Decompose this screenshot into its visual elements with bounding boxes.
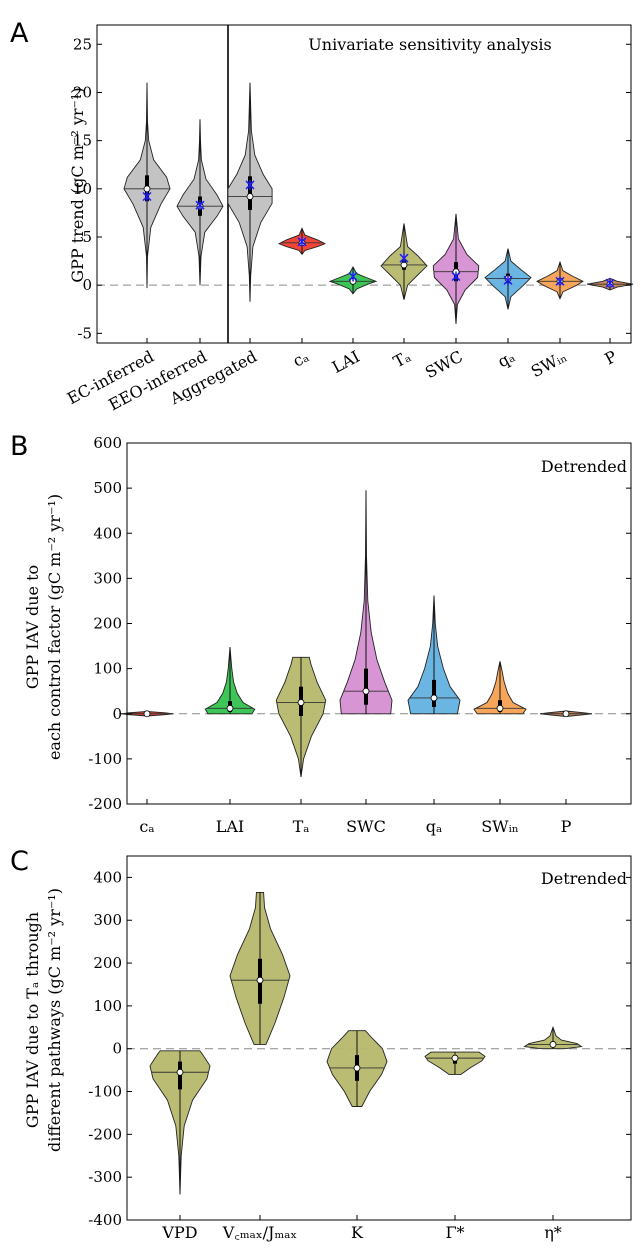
panel-a-y-tick-label-4: 15 bbox=[73, 132, 92, 150]
panel-b-y-tick-label-8: 600 bbox=[93, 434, 122, 452]
panel-a-y-tick-label-2: 5 bbox=[82, 228, 92, 246]
panel-a-median-dot-cat0 bbox=[143, 185, 151, 193]
panel-c-y-tick-label-4: 0 bbox=[112, 1040, 122, 1058]
panel-a-y-tick-label-5: 20 bbox=[73, 83, 92, 101]
panel-b-y-tick-label-3: 100 bbox=[93, 660, 122, 678]
panel-c-median-dot-cat3 bbox=[451, 1054, 459, 1062]
panel-a-marker-5 bbox=[399, 253, 409, 264]
panel-a-marker-3 bbox=[297, 236, 307, 247]
panel-b-median-dot-cat4 bbox=[430, 694, 438, 702]
panel-a-marker-8 bbox=[555, 276, 565, 287]
panel-b-annotation: Detrended bbox=[541, 457, 627, 476]
panel-c-y-tick-label-1: -300 bbox=[88, 1168, 122, 1186]
panel-b-median-dot-cat1 bbox=[226, 704, 234, 712]
panel-a-plot-frame bbox=[96, 24, 632, 344]
panel-b-median-dot-cat2 bbox=[297, 699, 305, 706]
panel-b-y-tick-label-1: -100 bbox=[88, 750, 122, 768]
panel-a-median-dot-cat2 bbox=[246, 193, 254, 200]
panel-b-median-dot-cat0 bbox=[143, 710, 151, 718]
panel-b-x-tick-label-0: cₐ bbox=[139, 817, 154, 836]
panel-c-median-dot-cat0 bbox=[176, 1068, 184, 1076]
panel-c-x-tick-label-2: K bbox=[351, 1223, 364, 1242]
panel-a-x-tick-label-7: qₐ bbox=[494, 347, 517, 371]
panel-a-x-tick-label-4: LAI bbox=[329, 347, 363, 377]
panel-c-median-dot-cat2 bbox=[353, 1064, 361, 1072]
panel-c-y-tick-label-5: 100 bbox=[93, 997, 122, 1015]
panel-a-x-tick-label-8: SWᵢₙ bbox=[528, 347, 570, 381]
panel-a-marker-7 bbox=[503, 275, 513, 286]
panel-c-annotation: Detrended bbox=[541, 869, 627, 888]
panel-a-x-tick-label-3: cₐ bbox=[290, 347, 312, 371]
panel-a-marker-4 bbox=[348, 271, 358, 282]
panel-letter-c: C bbox=[10, 846, 29, 877]
panel-b-y-tick-label-0: -200 bbox=[88, 795, 122, 813]
panel-b-x-tick-label-3: SWC bbox=[346, 817, 386, 836]
panel-b: Detrended GPP IAV due to each control fa… bbox=[23, 434, 632, 836]
panel-b-median-dot-cat5 bbox=[496, 704, 504, 712]
panel-b-y-axis-label-line1: GPP IAV due to bbox=[23, 565, 42, 689]
panel-a-marker-1 bbox=[195, 200, 205, 211]
panel-b-y-tick-label-7: 500 bbox=[93, 479, 122, 497]
panel-c-plot-frame bbox=[126, 855, 632, 1221]
panel-c-x-tick-label-4: η* bbox=[544, 1223, 562, 1242]
panel-a-marker-9 bbox=[605, 278, 615, 289]
panel-b-y-axis-label-line2: each control factor (gC m⁻² yr⁻¹) bbox=[45, 494, 64, 760]
panel-b-x-tick-label-2: Tₐ bbox=[293, 817, 310, 836]
panel-c-y-tick-label-0: -400 bbox=[88, 1211, 122, 1229]
panel-a-y-tick-label-0: -5 bbox=[77, 324, 92, 342]
panel-a-y-axis-label: GPP trend (gC m⁻² yr⁻¹) bbox=[68, 87, 87, 282]
panel-a-marker-6 bbox=[451, 271, 461, 282]
panel-letter-a: A bbox=[10, 18, 29, 49]
panel-c-y-tick-label-6: 200 bbox=[93, 954, 122, 972]
panel-c-y-axis-label-line2: different pathways (gC m⁻² yr⁻¹) bbox=[45, 888, 64, 1152]
panel-a-y-tick-label-6: 25 bbox=[73, 35, 92, 53]
panel-c-y-tick-label-8: 400 bbox=[93, 868, 122, 886]
panel-c: Detrended GPP IAV due to Tₐ through diff… bbox=[23, 855, 632, 1242]
panel-b-y-tick-label-2: 0 bbox=[112, 705, 122, 723]
panel-b-y-tick-label-5: 300 bbox=[93, 569, 122, 587]
panel-a: Univariate sensitivity analysis GPP tren… bbox=[64, 24, 634, 414]
panel-c-median-dot-cat1 bbox=[256, 976, 264, 984]
panel-c-x-tick-label-3: Γ* bbox=[445, 1223, 464, 1242]
panel-b-median-dot-cat3 bbox=[362, 687, 370, 695]
panel-b-x-tick-label-5: SWᵢₙ bbox=[481, 817, 519, 836]
panel-a-x-tick-label-9: P bbox=[601, 347, 620, 369]
panel-b-plot-frame bbox=[126, 442, 632, 805]
panel-a-annotation: Univariate sensitivity analysis bbox=[308, 35, 551, 54]
panel-c-median-dot-cat4 bbox=[549, 1041, 557, 1048]
panel-a-marker-2 bbox=[245, 179, 255, 190]
panel-c-y-tick-label-7: 300 bbox=[93, 911, 122, 929]
panel-letter-b: B bbox=[10, 431, 29, 462]
panel-c-y-tick-label-3: -100 bbox=[88, 1083, 122, 1101]
panel-c-x-tick-label-1: V꜀ₘₐₓ/Jₘₐₓ bbox=[222, 1223, 297, 1242]
panel-b-y-tick-label-4: 200 bbox=[93, 615, 122, 633]
panel-a-x-tick-label-5: Tₐ bbox=[390, 347, 414, 372]
panel-a-x-tick-label-6: SWC bbox=[422, 347, 466, 382]
panel-b-y-tick-label-6: 400 bbox=[93, 524, 122, 542]
panel-b-x-tick-label-6: P bbox=[561, 817, 572, 836]
panel-a-y-tick-label-3: 10 bbox=[73, 180, 92, 198]
panel-c-x-tick-label-0: VPD bbox=[161, 1223, 197, 1242]
panel-b-median-dot-cat6 bbox=[562, 710, 570, 718]
panel-c-y-tick-label-2: -200 bbox=[88, 1125, 122, 1143]
panel-a-y-tick-label-1: 0 bbox=[82, 276, 92, 294]
panel-a-marker-0 bbox=[142, 191, 152, 202]
panel-b-x-tick-label-1: LAI bbox=[216, 817, 245, 836]
panel-b-x-tick-label-4: qₐ bbox=[426, 817, 442, 836]
panel-c-y-axis-label-line1: GPP IAV due to Tₐ through bbox=[23, 912, 42, 1128]
